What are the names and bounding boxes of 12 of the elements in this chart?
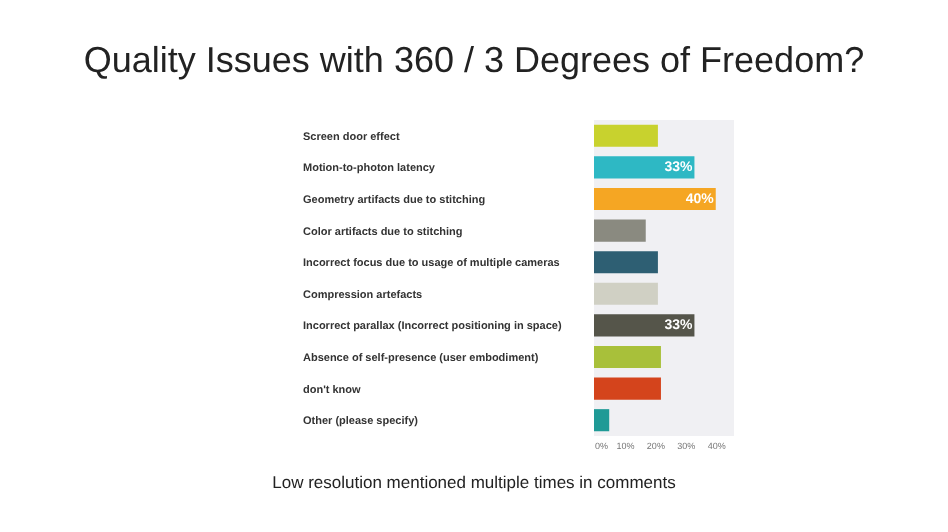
bar bbox=[594, 219, 646, 242]
text: Low resolution mentioned multiple times in comments bbox=[270, 472, 678, 492]
bar bbox=[594, 187, 716, 211]
bar bbox=[594, 409, 610, 432]
bar bbox=[594, 282, 658, 305]
bar bbox=[594, 314, 695, 337]
bar bbox=[594, 251, 658, 274]
bar bbox=[594, 377, 661, 400]
bar bbox=[594, 156, 695, 179]
bar bbox=[594, 345, 661, 369]
bar bbox=[594, 124, 658, 147]
chart-title: Quality Issues with 360 / 3 Degrees of Freedom? bbox=[81, 40, 867, 82]
